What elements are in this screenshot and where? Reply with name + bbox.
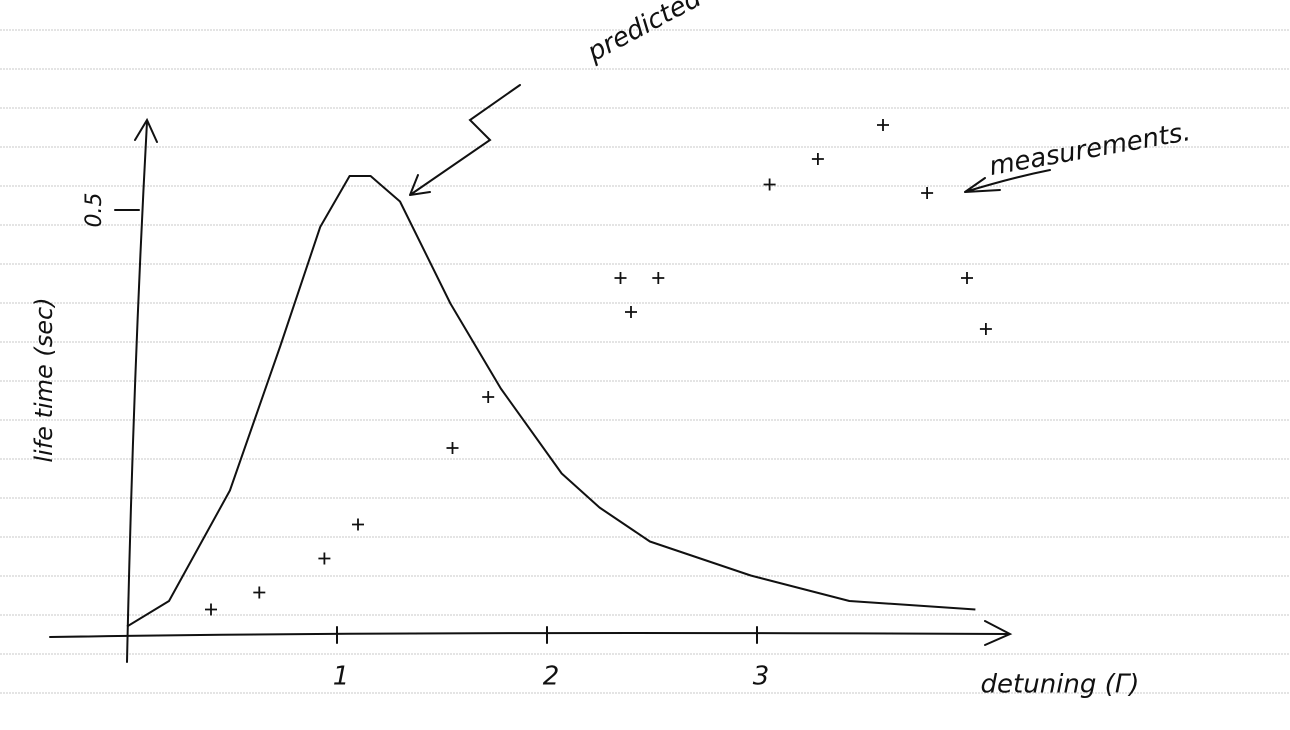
measurement-point xyxy=(877,119,889,131)
measurement-point xyxy=(447,442,459,454)
y-axis-label: life time (sec) xyxy=(30,297,58,462)
measurement-point xyxy=(980,323,992,335)
measurement-point xyxy=(482,391,494,403)
measurement-point xyxy=(764,179,776,191)
measurement-point xyxy=(625,306,637,318)
x-axis-label: detuning (Γ) xyxy=(981,670,1140,700)
measurement-point xyxy=(615,272,627,284)
measurement-point xyxy=(253,587,265,599)
x-tick-label: 1 xyxy=(333,662,350,692)
x-tick-label: 3 xyxy=(753,662,770,692)
measurement-point xyxy=(652,272,664,284)
measurement-point xyxy=(205,604,217,616)
chart: 1 2 3 0.5 predicted measurements. life time (… xyxy=(0,0,1290,730)
x-axis xyxy=(50,633,1008,637)
measurement-point xyxy=(921,187,933,199)
measurement-point xyxy=(812,153,824,165)
measurement-point xyxy=(318,553,330,565)
legend-label: measurements. xyxy=(987,117,1193,182)
annotation-arrow xyxy=(410,85,520,195)
measurement-point xyxy=(352,519,364,531)
y-axis xyxy=(127,122,147,662)
ruled-paper xyxy=(0,30,1290,693)
measurement-point xyxy=(961,272,973,284)
x-tick-label: 2 xyxy=(543,662,560,692)
y-tick-label: 0.5 xyxy=(82,193,107,228)
legend-label: predicted xyxy=(582,0,707,68)
plot-area: 1 2 3 0.5 predicted measurements. xyxy=(50,0,1193,692)
predicted-curve xyxy=(127,176,975,627)
